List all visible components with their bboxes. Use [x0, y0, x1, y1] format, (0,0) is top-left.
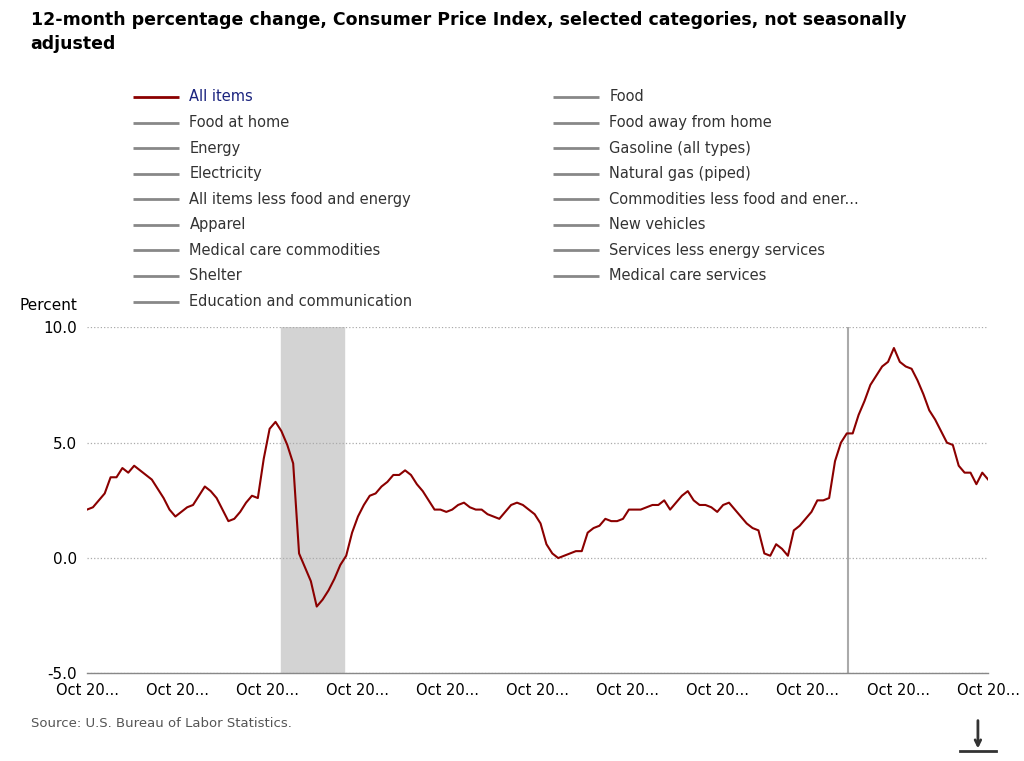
Text: All items less food and energy: All items less food and energy: [189, 192, 412, 207]
Text: Electricity: Electricity: [189, 166, 262, 181]
Text: Energy: Energy: [189, 141, 241, 155]
Text: Percent: Percent: [19, 298, 78, 314]
Text: New vehicles: New vehicles: [609, 218, 706, 232]
Text: All items: All items: [189, 90, 253, 104]
Text: Natural gas (piped): Natural gas (piped): [609, 166, 751, 181]
Text: 12-month percentage change, Consumer Price Index, selected categories, not seaso: 12-month percentage change, Consumer Pri…: [31, 11, 906, 53]
Text: Education and communication: Education and communication: [189, 294, 413, 309]
Text: Food: Food: [609, 90, 644, 104]
Text: Food away from home: Food away from home: [609, 115, 772, 130]
Text: Food at home: Food at home: [189, 115, 290, 130]
Text: Shelter: Shelter: [189, 269, 243, 283]
Text: Medical care services: Medical care services: [609, 269, 767, 283]
Bar: [281, 327, 344, 673]
Text: Medical care commodities: Medical care commodities: [189, 243, 381, 258]
Text: Commodities less food and ener...: Commodities less food and ener...: [609, 192, 859, 207]
Text: Gasoline (all types): Gasoline (all types): [609, 141, 752, 155]
Text: Apparel: Apparel: [189, 218, 246, 232]
Text: Source: U.S. Bureau of Labor Statistics.: Source: U.S. Bureau of Labor Statistics.: [31, 717, 292, 730]
Text: Services less energy services: Services less energy services: [609, 243, 825, 258]
